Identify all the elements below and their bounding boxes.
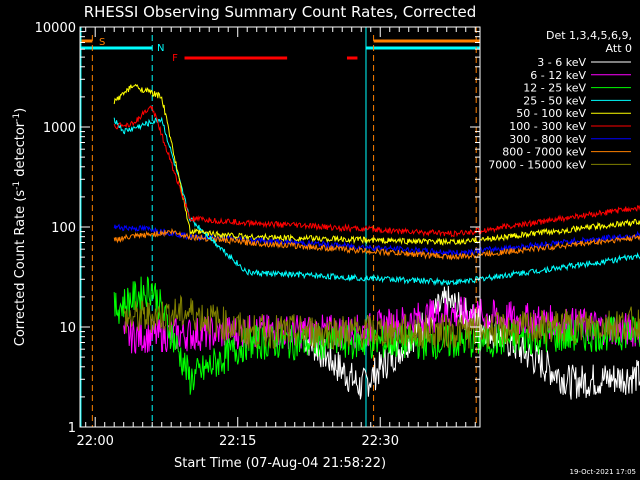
legend-label-7: 800 - 7000 keV [502,146,586,159]
legend-label-0: 3 - 6 keV [537,56,586,69]
y-axis-label: Corrected Count Rate (s-1 detector-1) [12,108,28,346]
series-lines [113,83,640,400]
legend-label-8: 7000 - 15000 keV [488,158,586,171]
y-axis-label-end: ) [13,108,28,113]
series-line-6 [113,223,640,257]
chart-title: RHESSI Observing Summary Count Rates, Co… [84,3,477,21]
legend-header-line-2: Att 0 [606,42,632,55]
y-tick-label-2: 100 [51,221,76,236]
legend-header-line-1: Det 1,3,4,5,6,9, [546,29,632,42]
y-axis-label-start: Corrected Count Rate (s [13,190,28,347]
x-tick-label-1: 22:15 [219,434,256,449]
flag-label-s: S [99,37,105,48]
series-line-4 [113,83,640,246]
y-axis-label-sup-1: -1 [12,181,22,190]
footer-timestamp: 19-Oct-2021 17:05 [570,468,636,476]
legend-label-4: 50 - 100 keV [516,107,586,120]
y-tick-label-1: 10 [59,321,76,336]
y-tick-label-0: 1 [68,421,76,436]
series-line-3 [113,116,640,287]
flag-label-f: F [172,53,178,64]
x-tick-label-0: 22:00 [76,434,113,449]
series-line-7 [113,227,640,261]
x-axis-ticks: 22:00 22:15 22:30 [76,27,476,449]
legend-label-6: 300 - 800 keV [509,133,586,146]
y-axis-label-sup-2: -1 [12,113,22,122]
y-axis-label-mid: detector [13,121,28,181]
x-axis-label: Start Time (07-Aug-04 21:58:22) [174,456,386,471]
series-line-5 [113,105,640,238]
legend-label-3: 25 - 50 keV [523,94,586,107]
y-axis-ticks: 1 10 100 1000 10000 [35,21,480,436]
x-tick-label-2: 22:30 [362,434,399,449]
y-tick-label-4: 10000 [35,21,76,36]
y-tick-label-3: 1000 [43,121,76,136]
series-line-8 [123,294,640,350]
legend-label-1: 6 - 12 keV [530,69,586,82]
flag-label-n: N [157,43,164,54]
legend-label-5: 100 - 300 keV [509,120,586,133]
legend-label-2: 12 - 25 keV [523,82,586,95]
series-line-2 [113,276,640,395]
